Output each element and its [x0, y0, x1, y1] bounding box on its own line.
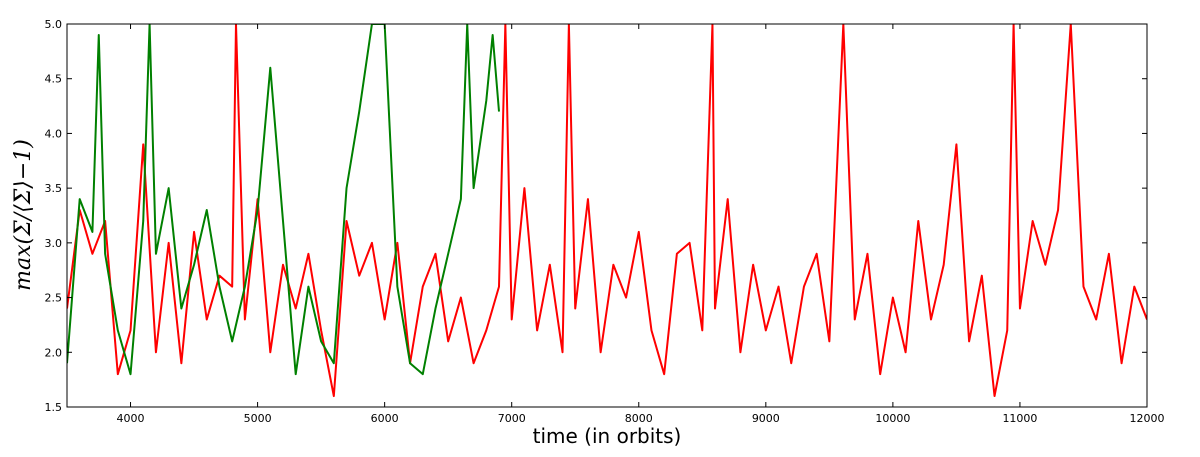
y-tick-label: 4.5 — [45, 73, 63, 86]
y-tick-label: 5.0 — [45, 18, 63, 31]
y-axis-label: max(Σ/⟨Σ⟩−1) — [11, 139, 36, 291]
y-tick-label: 1.5 — [45, 401, 63, 414]
plot-lines — [67, 24, 1147, 398]
y-tick-label: 2.0 — [45, 346, 63, 359]
y-tick-label: 3.5 — [45, 182, 63, 195]
x-tick-label: 7000 — [498, 412, 526, 425]
x-tick-label: 5000 — [244, 412, 272, 425]
series-line — [67, 24, 500, 376]
x-tick-label: 12000 — [1130, 412, 1165, 425]
x-tick-label: 8000 — [625, 412, 653, 425]
x-tick-label: 11000 — [1002, 412, 1037, 425]
plot-frame — [66, 23, 1148, 408]
series-line — [67, 24, 1147, 398]
x-tick-label: 4000 — [117, 412, 145, 425]
y-tick-label: 4.0 — [45, 127, 63, 140]
x-axis-label: time (in orbits) — [533, 424, 682, 448]
y-tick-label: 3.0 — [45, 237, 63, 250]
x-tick-label: 10000 — [875, 412, 910, 425]
y-tick-label: 2.5 — [45, 292, 63, 305]
x-tick-label: 9000 — [752, 412, 780, 425]
x-tick-label: 6000 — [371, 412, 399, 425]
